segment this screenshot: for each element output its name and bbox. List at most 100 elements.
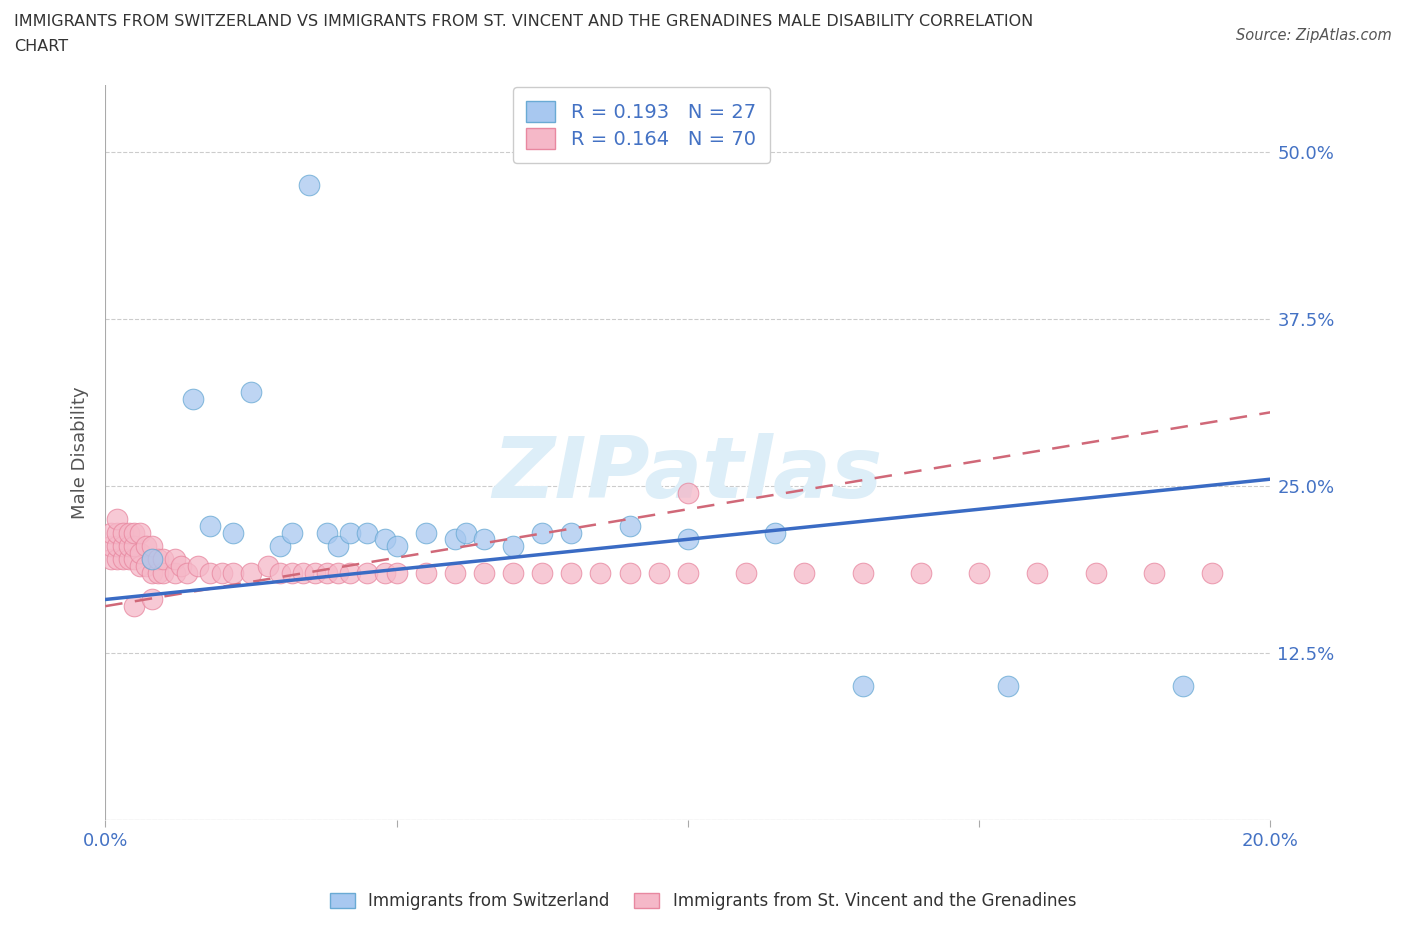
Point	[129, 559, 152, 574]
Point	[589, 565, 612, 580]
Point	[315, 525, 337, 540]
Point	[676, 532, 699, 547]
Point	[165, 551, 187, 566]
Point	[472, 565, 495, 580]
Point	[152, 551, 174, 566]
Point	[135, 538, 157, 553]
Point	[443, 532, 465, 547]
Point	[619, 519, 641, 534]
Point	[141, 551, 163, 566]
Point	[735, 565, 758, 580]
Point	[280, 525, 302, 540]
Point	[339, 565, 361, 580]
Point	[415, 565, 437, 580]
Point	[619, 565, 641, 580]
Point	[328, 538, 350, 553]
Point	[141, 592, 163, 607]
Point	[211, 565, 233, 580]
Point	[222, 565, 245, 580]
Point	[124, 551, 146, 566]
Point	[531, 565, 554, 580]
Point	[105, 551, 128, 566]
Point	[141, 538, 163, 553]
Point	[117, 525, 139, 540]
Point	[443, 565, 465, 580]
Point	[239, 565, 262, 580]
Point	[385, 565, 408, 580]
Point	[298, 178, 321, 193]
Point	[280, 565, 302, 580]
Point	[415, 525, 437, 540]
Text: CHART: CHART	[14, 39, 67, 54]
Point	[374, 565, 396, 580]
Point	[100, 525, 122, 540]
Point	[339, 525, 361, 540]
Point	[129, 545, 152, 560]
Point	[997, 679, 1019, 694]
Legend: R = 0.193   N = 27, R = 0.164   N = 70: R = 0.193 N = 27, R = 0.164 N = 70	[513, 87, 769, 163]
Point	[105, 525, 128, 540]
Point	[198, 519, 221, 534]
Point	[472, 532, 495, 547]
Point	[647, 565, 669, 580]
Point	[111, 525, 134, 540]
Point	[1084, 565, 1107, 580]
Legend: Immigrants from Switzerland, Immigrants from St. Vincent and the Grenadines: Immigrants from Switzerland, Immigrants …	[323, 885, 1083, 917]
Point	[1026, 565, 1049, 580]
Point	[292, 565, 315, 580]
Point	[135, 559, 157, 574]
Point	[222, 525, 245, 540]
Point	[531, 525, 554, 540]
Point	[676, 485, 699, 500]
Point	[315, 565, 337, 580]
Point	[269, 538, 291, 553]
Point	[105, 538, 128, 553]
Point	[456, 525, 478, 540]
Point	[198, 565, 221, 580]
Point	[111, 538, 134, 553]
Point	[181, 392, 204, 406]
Point	[129, 525, 152, 540]
Point	[100, 551, 122, 566]
Point	[176, 565, 198, 580]
Point	[146, 551, 169, 566]
Point	[100, 538, 122, 553]
Point	[304, 565, 326, 580]
Point	[967, 565, 990, 580]
Point	[385, 538, 408, 553]
Point	[1171, 679, 1194, 694]
Point	[793, 565, 815, 580]
Text: IMMIGRANTS FROM SWITZERLAND VS IMMIGRANTS FROM ST. VINCENT AND THE GRENADINES MA: IMMIGRANTS FROM SWITZERLAND VS IMMIGRANT…	[14, 14, 1033, 29]
Point	[141, 551, 163, 566]
Point	[1201, 565, 1223, 580]
Point	[1143, 565, 1166, 580]
Point	[117, 538, 139, 553]
Point	[328, 565, 350, 580]
Point	[676, 565, 699, 580]
Point	[124, 599, 146, 614]
Point	[356, 525, 378, 540]
Point	[152, 565, 174, 580]
Point	[852, 565, 875, 580]
Y-axis label: Male Disability: Male Disability	[72, 386, 89, 519]
Point	[187, 559, 209, 574]
Point	[356, 565, 378, 580]
Point	[560, 565, 582, 580]
Point	[257, 559, 280, 574]
Text: ZIPatlas: ZIPatlas	[492, 433, 883, 516]
Point	[124, 538, 146, 553]
Point	[170, 559, 193, 574]
Point	[560, 525, 582, 540]
Point	[124, 525, 146, 540]
Point	[165, 565, 187, 580]
Text: Source: ZipAtlas.com: Source: ZipAtlas.com	[1236, 28, 1392, 43]
Point	[374, 532, 396, 547]
Point	[111, 551, 134, 566]
Point	[910, 565, 932, 580]
Point	[146, 565, 169, 580]
Point	[502, 565, 524, 580]
Point	[269, 565, 291, 580]
Point	[117, 551, 139, 566]
Point	[105, 512, 128, 526]
Point	[141, 565, 163, 580]
